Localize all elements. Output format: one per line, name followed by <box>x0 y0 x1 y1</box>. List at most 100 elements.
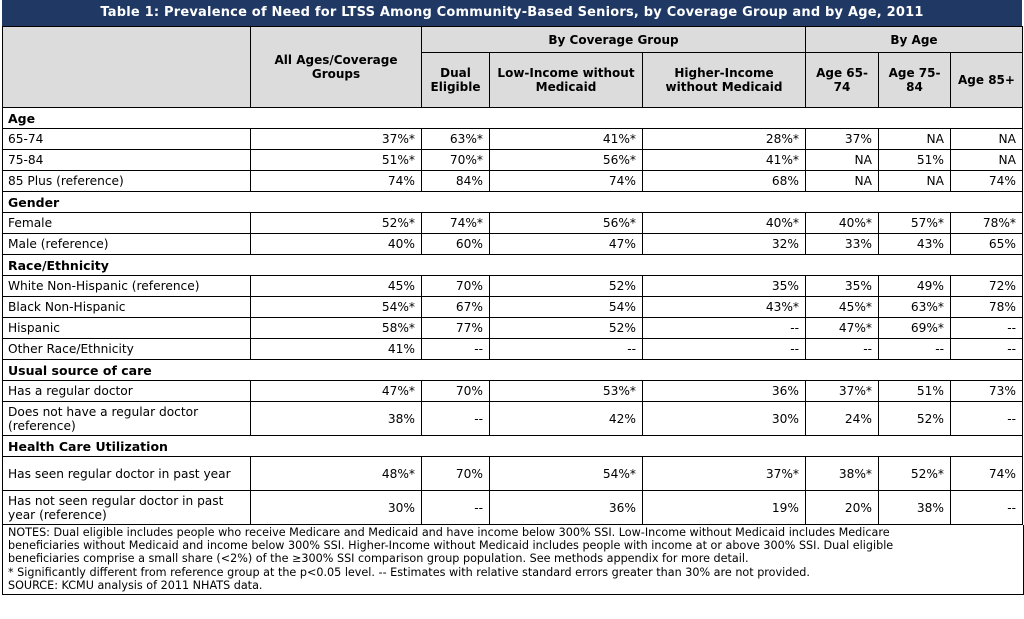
value-cell: 58%* <box>250 317 422 339</box>
row-label: Black Non-Hispanic <box>2 296 251 318</box>
value-cell: -- <box>950 338 1023 360</box>
section-row: Health Care Utilization <box>2 435 1023 457</box>
value-cell: -- <box>642 338 806 360</box>
table-row: Has not seen regular doctor in past year… <box>2 490 1023 525</box>
row-label: Hispanic <box>2 317 251 339</box>
header-blank <box>2 26 251 108</box>
value-cell: 74% <box>250 170 422 192</box>
section-row: Gender <box>2 191 1023 213</box>
value-cell: -- <box>950 317 1023 339</box>
value-cell: 69%* <box>878 317 951 339</box>
row-label: Does not have a regular doctor (referenc… <box>2 401 251 436</box>
row-label: 85 Plus (reference) <box>2 170 251 192</box>
header-by-age: By Age <box>805 26 1023 53</box>
value-cell: 52%* <box>250 212 422 234</box>
value-cell: 45% <box>250 275 422 297</box>
value-cell: 36% <box>642 380 806 402</box>
value-cell: 43%* <box>642 296 806 318</box>
value-cell: 63%* <box>421 128 490 150</box>
value-cell: 20% <box>805 490 879 525</box>
note-line: * Significantly different from reference… <box>8 565 810 579</box>
value-cell: 38%* <box>805 456 879 491</box>
header-higher-income: Higher-Income without Medicaid <box>642 52 806 108</box>
row-label: Has a regular doctor <box>2 380 251 402</box>
section-heading: Usual source of care <box>2 359 1023 381</box>
value-cell: 52% <box>489 317 643 339</box>
value-cell: 53%* <box>489 380 643 402</box>
value-cell: 24% <box>805 401 879 436</box>
header-all-ages: All Ages/Coverage Groups <box>250 26 422 108</box>
value-cell: 54% <box>489 296 643 318</box>
value-cell: 48%* <box>250 456 422 491</box>
header-low-income: Low-Income without Medicaid <box>489 52 643 108</box>
value-cell: -- <box>878 338 951 360</box>
value-cell: 51%* <box>250 149 422 171</box>
value-cell: 47% <box>489 233 643 255</box>
value-cell: 28%* <box>642 128 806 150</box>
header-age-65-74: Age 65-74 <box>805 52 879 108</box>
table-row: 75-84 51%* 70%* 56%* 41%* NA 51% NA <box>2 149 1023 171</box>
section-heading: Health Care Utilization <box>2 435 1023 457</box>
value-cell: 37%* <box>250 128 422 150</box>
value-cell: 74% <box>950 170 1023 192</box>
value-cell: 74%* <box>421 212 490 234</box>
value-cell: 38% <box>250 401 422 436</box>
value-cell: NA <box>878 128 951 150</box>
value-cell: 45%* <box>805 296 879 318</box>
value-cell: 52% <box>489 275 643 297</box>
table-row: Black Non-Hispanic 54%* 67% 54% 43%* 45%* 63%*… <box>2 296 1023 318</box>
value-cell: 77% <box>421 317 490 339</box>
table-row: Male (reference) 40% 60% 47% 32% 33% 43% 65% <box>2 233 1023 255</box>
section-heading: Gender <box>2 191 1023 213</box>
header-age-75-84: Age 75-84 <box>878 52 951 108</box>
row-label: White Non-Hispanic (reference) <box>2 275 251 297</box>
section-row: Age <box>2 107 1023 129</box>
value-cell: 19% <box>642 490 806 525</box>
value-cell: -- <box>421 401 490 436</box>
table-row: Has seen regular doctor in past year 48%*… <box>2 456 1023 491</box>
table-row: Other Race/Ethnicity 41% -- -- -- -- -- -- <box>2 338 1023 360</box>
header-by-coverage-group: By Coverage Group <box>421 26 806 53</box>
value-cell: 74% <box>489 170 643 192</box>
value-cell: 40% <box>250 233 422 255</box>
value-cell: NA <box>950 128 1023 150</box>
value-cell: 30% <box>642 401 806 436</box>
row-label: Has seen regular doctor in past year <box>2 456 251 491</box>
value-cell: 40%* <box>642 212 806 234</box>
header-dual-eligible: Dual Eligible <box>421 52 490 108</box>
value-cell: 51% <box>878 149 951 171</box>
value-cell: 51% <box>878 380 951 402</box>
table-row: 85 Plus (reference) 74% 84% 74% 68% NA NA 74% <box>2 170 1023 192</box>
note-line: beneficiaries without Medicaid and incom… <box>8 539 894 553</box>
value-cell: 63%* <box>878 296 951 318</box>
value-cell: 78%* <box>950 212 1023 234</box>
section-row: Race/Ethnicity <box>2 254 1023 276</box>
value-cell: 41%* <box>489 128 643 150</box>
value-cell: 60% <box>421 233 490 255</box>
value-cell: 70%* <box>421 149 490 171</box>
value-cell: 52% <box>878 401 951 436</box>
table-row: 65-74 37%* 63%* 41%* 28%* 37% NA NA <box>2 128 1023 150</box>
value-cell: -- <box>950 401 1023 436</box>
value-cell: 57%* <box>878 212 951 234</box>
value-cell: 78% <box>950 296 1023 318</box>
prevalence-table: All Ages/Coverage Groups By Coverage Gro… <box>2 26 1023 525</box>
table-row: Has a regular doctor 47%* 70% 53%* 36% 37%* 51… <box>2 380 1023 402</box>
value-cell: 70% <box>421 275 490 297</box>
table-row: Female 52%* 74%* 56%* 40%* 40%* 57%* 78%* <box>2 212 1023 234</box>
value-cell: 68% <box>642 170 806 192</box>
value-cell: NA <box>878 170 951 192</box>
value-cell: 35% <box>642 275 806 297</box>
section-row: Usual source of care <box>2 359 1023 381</box>
value-cell: 47%* <box>805 317 879 339</box>
value-cell: 37% <box>805 128 879 150</box>
value-cell: 73% <box>950 380 1023 402</box>
value-cell: 70% <box>421 456 490 491</box>
value-cell: 49% <box>878 275 951 297</box>
value-cell: 42% <box>489 401 643 436</box>
value-cell: NA <box>805 149 879 171</box>
value-cell: NA <box>805 170 879 192</box>
value-cell: 41%* <box>642 149 806 171</box>
value-cell: -- <box>805 338 879 360</box>
table-row: Does not have a regular doctor (referenc… <box>2 401 1023 436</box>
